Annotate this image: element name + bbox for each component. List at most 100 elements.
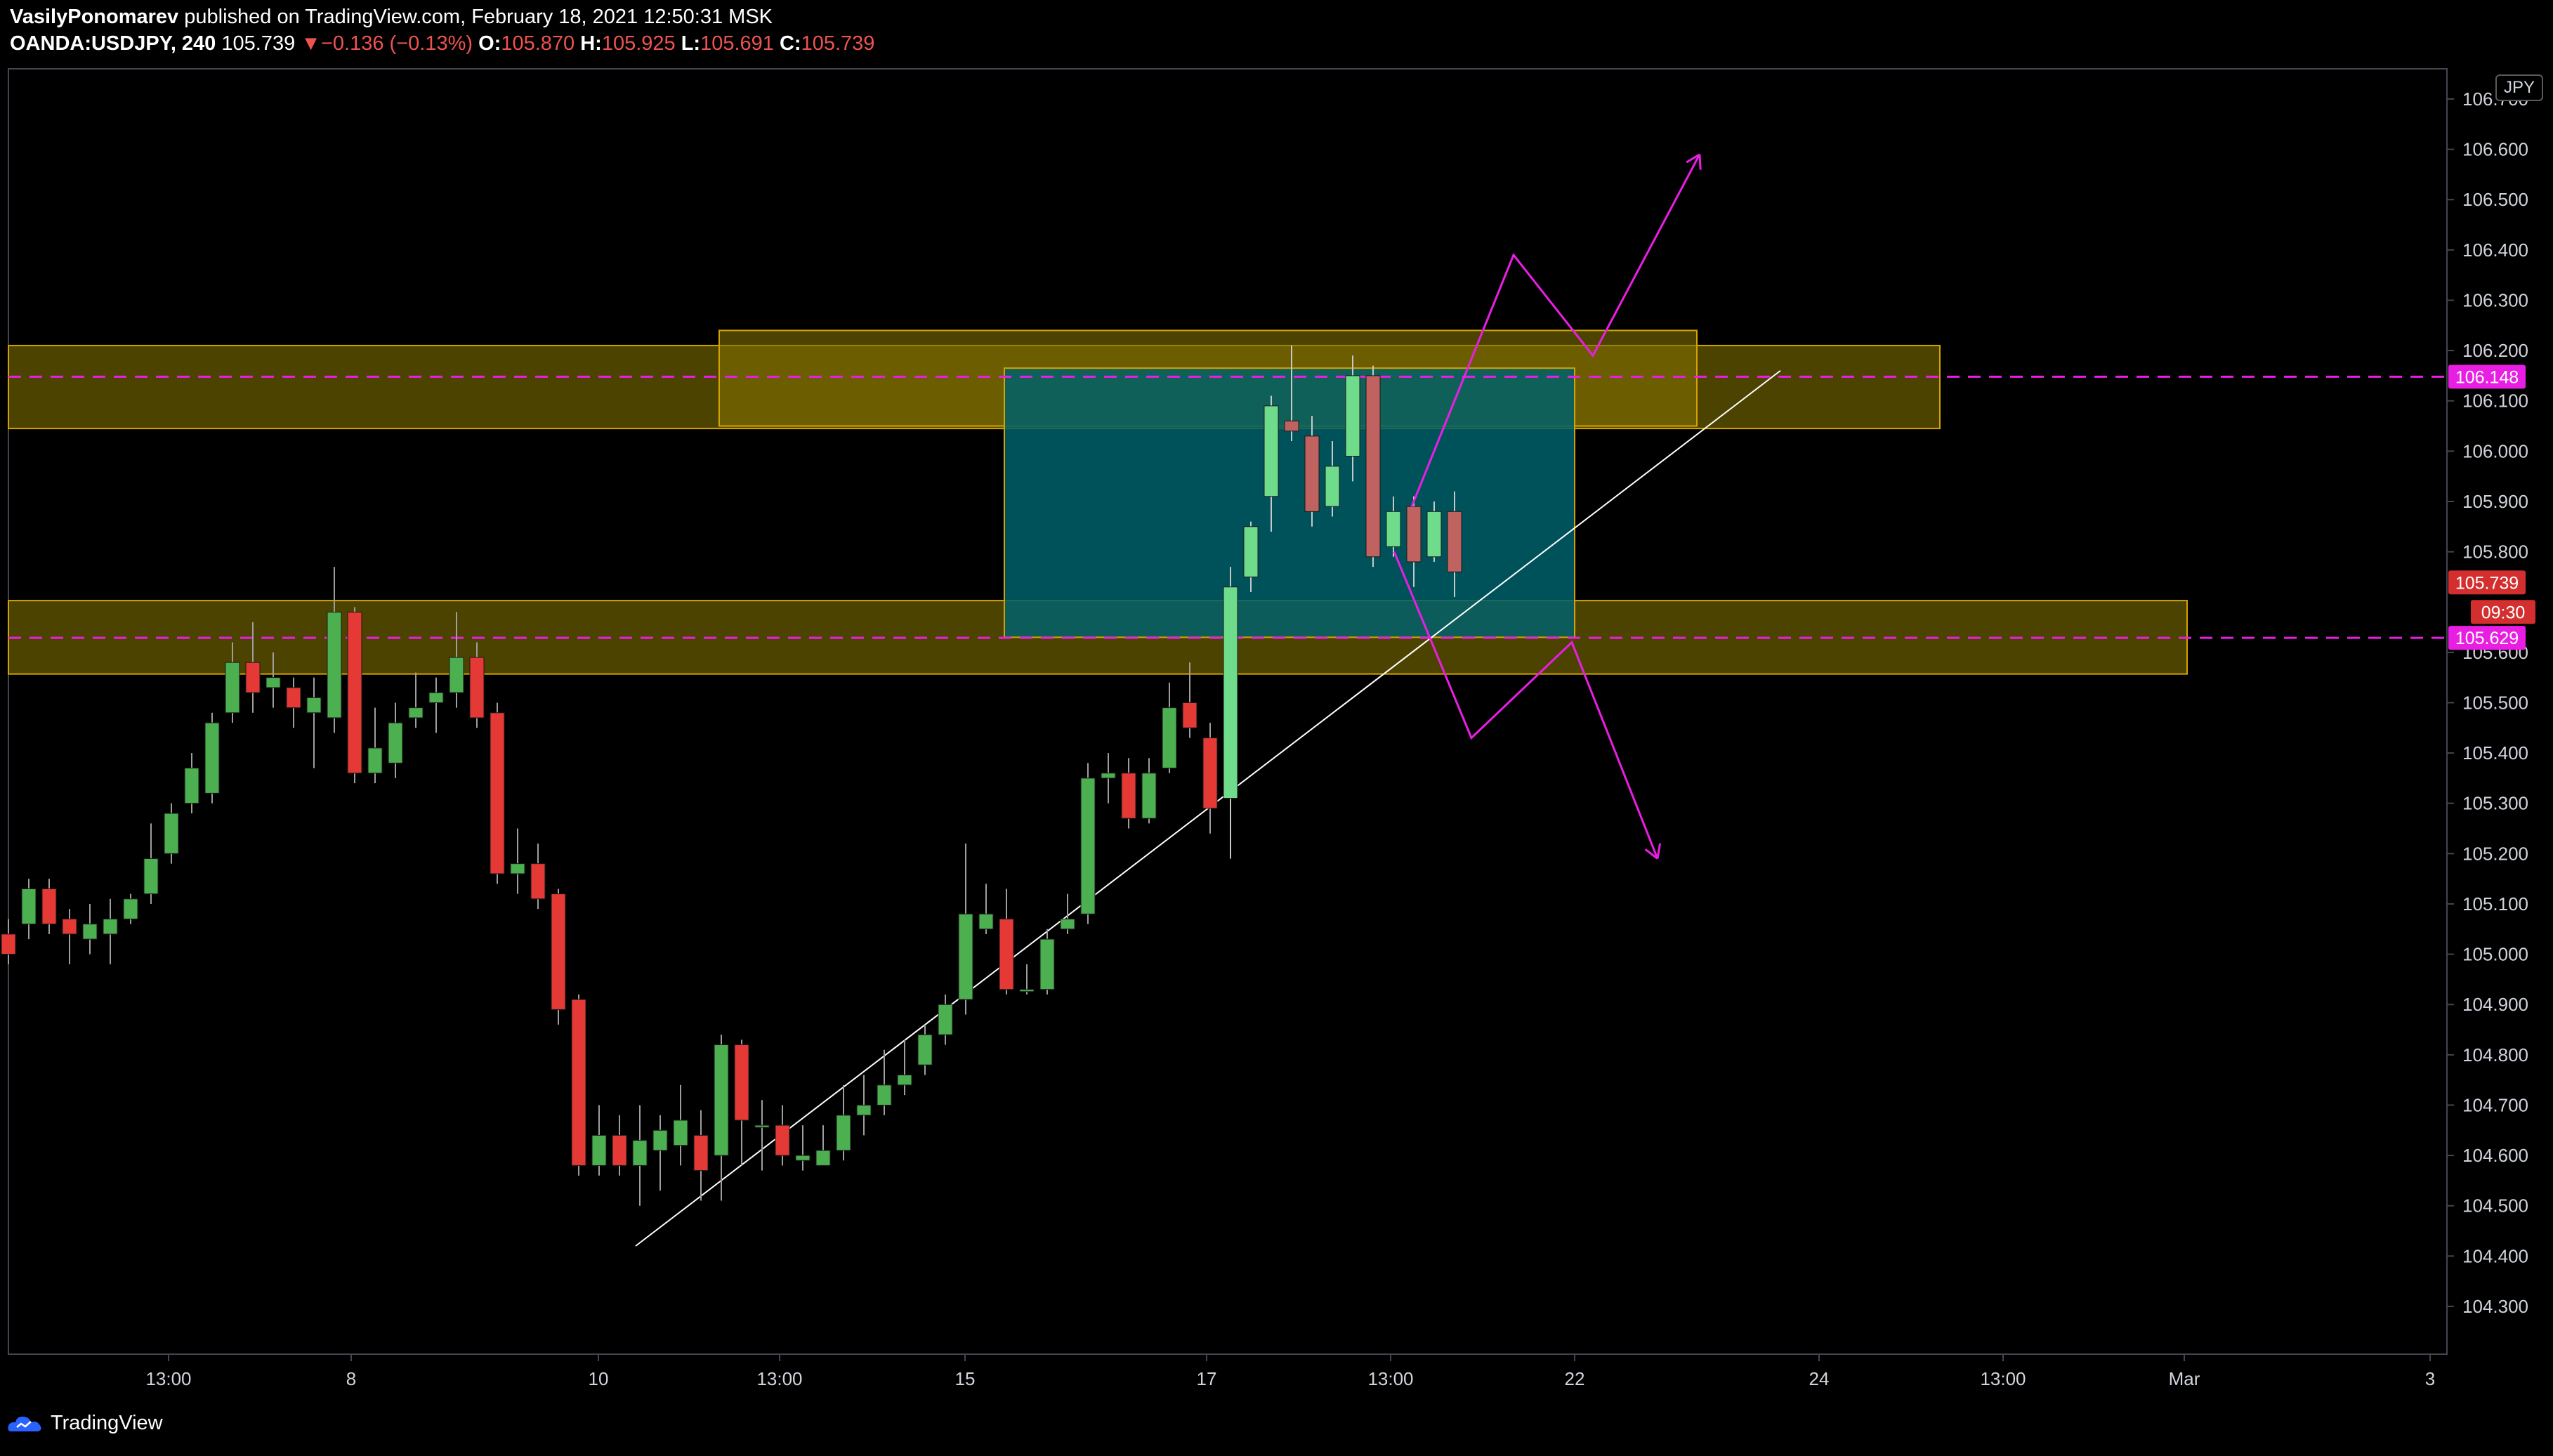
candle[interactable] [1426,501,1442,562]
price-axis[interactable]: 106.700106.600106.500106.400106.300106.2… [2447,88,2528,1317]
candle[interactable] [877,1049,892,1115]
candle[interactable] [978,884,994,934]
candle[interactable] [1264,395,1279,532]
candle-body [652,1129,668,1151]
candle[interactable] [938,994,953,1045]
candle[interactable] [1284,345,1299,442]
candle[interactable] [327,567,342,733]
candle[interactable] [1019,964,1035,995]
candle[interactable] [123,893,138,924]
candle[interactable] [286,677,301,728]
candle[interactable] [1447,491,1462,598]
candle[interactable] [815,1125,831,1166]
candle[interactable] [1101,753,1116,804]
arrow-path [1393,551,1659,860]
candle-body [612,1134,627,1166]
projection-arrow[interactable] [1410,153,1702,507]
candle[interactable] [795,1125,810,1171]
candle[interactable] [265,652,281,708]
candle[interactable] [1141,758,1157,824]
candle[interactable] [408,672,424,728]
candle-body [856,1104,872,1116]
candle[interactable] [388,702,403,778]
candle-body [184,768,199,804]
candle[interactable] [958,844,973,1015]
candle[interactable] [41,879,57,934]
candle[interactable] [836,1084,851,1161]
projection-arrow[interactable] [1393,551,1662,860]
author-name[interactable]: VasilyPonomarev [10,6,179,28]
candle[interactable] [1365,365,1381,568]
candle[interactable] [428,677,444,733]
candle[interactable] [1039,929,1055,995]
candle[interactable] [1060,893,1075,934]
tradingview-logo[interactable]: TradingView [7,1412,163,1435]
symbol-label[interactable]: OANDA:USDJPY, 240 [10,32,216,55]
candle[interactable] [1325,441,1340,517]
candle[interactable] [652,1115,668,1191]
candle[interactable] [82,903,98,955]
price-tick-label: 105.400 [2462,742,2528,763]
candle[interactable] [917,1024,933,1075]
candle[interactable] [530,844,546,910]
price-badge: 106.148 [2448,365,2526,389]
range-box[interactable] [1004,367,1575,638]
candle-body [1304,435,1320,512]
candle[interactable] [245,622,261,713]
candle[interactable] [1080,763,1096,924]
candle[interactable] [306,677,322,768]
candle[interactable] [591,1105,607,1176]
candle[interactable] [1121,758,1136,829]
price-tick-label: 106.000 [2462,440,2528,461]
candle[interactable] [347,607,362,784]
candle[interactable] [143,823,159,904]
candle[interactable] [490,702,505,884]
candle[interactable] [1243,521,1259,592]
candle[interactable] [632,1105,648,1206]
candle[interactable] [1,919,16,964]
candle[interactable] [571,994,586,1176]
price-tick-label: 105.800 [2462,542,2528,563]
candle[interactable] [1162,682,1177,773]
candle[interactable] [204,712,220,804]
candle[interactable] [673,1084,688,1166]
candle[interactable] [449,612,464,708]
candle[interactable] [184,753,199,814]
candle[interactable] [714,1035,729,1201]
candle[interactable] [856,1075,872,1136]
candle[interactable] [62,909,77,964]
candle[interactable] [469,642,485,728]
candles-layer [1,345,1462,1206]
candle[interactable] [1304,416,1320,527]
candle[interactable] [551,888,566,1025]
arrow-head [1644,848,1658,860]
candle[interactable] [164,803,179,864]
candle[interactable] [999,888,1014,995]
candle[interactable] [103,898,118,964]
candle[interactable] [21,879,37,940]
price-chart[interactable]: 106.700106.600106.500106.400106.300106.2… [0,0,2553,1398]
candle-body [897,1074,912,1086]
candle[interactable] [510,828,525,894]
candle[interactable] [734,1039,749,1166]
candle[interactable] [367,707,383,784]
candle[interactable] [225,642,240,723]
price-badge-label: 105.629 [2455,629,2519,648]
candle[interactable] [1406,496,1422,587]
candle[interactable] [897,1039,912,1096]
candle-body [204,722,220,794]
candle[interactable] [1386,496,1401,557]
candle[interactable] [612,1115,627,1176]
time-axis[interactable]: 13:00 8 10 13:00 15 17 13:00 22 24 13:00 Mar 3 [145,1354,2435,1389]
candle[interactable] [775,1105,790,1166]
currency-tag[interactable]: JPY [2495,74,2543,101]
candle[interactable] [1182,662,1197,738]
candle[interactable] [1202,723,1218,834]
candle[interactable] [1223,567,1238,859]
candle[interactable] [1345,355,1360,482]
candle[interactable] [693,1110,709,1201]
price-tick-label: 105.200 [2462,843,2528,864]
candle-body [999,918,1014,990]
arrow-path [1410,154,1701,507]
candle[interactable] [754,1100,770,1171]
